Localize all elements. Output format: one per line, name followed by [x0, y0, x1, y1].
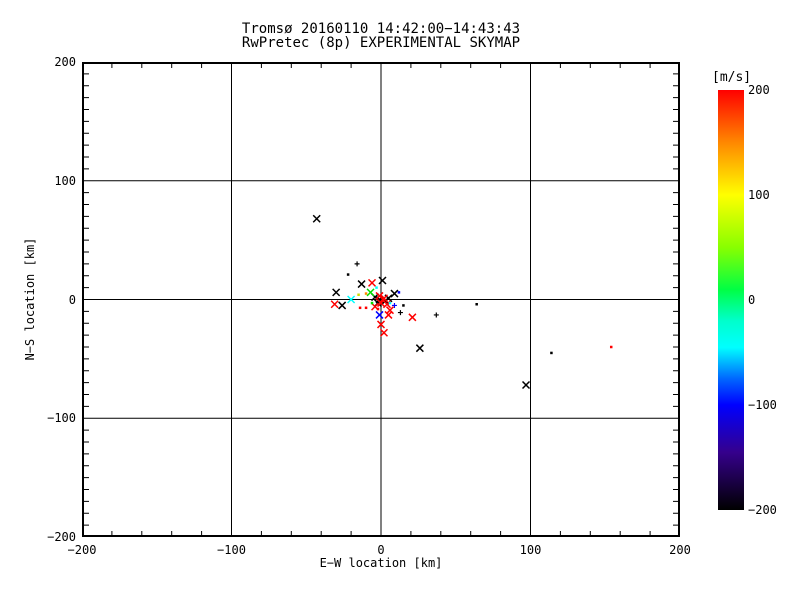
- data-point: [391, 302, 397, 308]
- chart-title: Tromsø 20160110 14:42:00−14:43:43: [241, 21, 521, 37]
- data-point: [379, 294, 389, 303]
- y-tick-label: −100: [47, 411, 76, 426]
- data-point: [378, 276, 387, 285]
- data-point: [521, 380, 531, 390]
- data-point: [347, 295, 356, 304]
- data-point: [354, 261, 360, 267]
- x-tick-label: −200: [67, 543, 97, 557]
- data-point: [364, 292, 368, 295]
- data-point: [358, 306, 362, 310]
- data-point: [332, 288, 341, 297]
- data-point: [376, 307, 380, 311]
- data-point: [367, 278, 377, 287]
- x-tick-label: 200: [669, 543, 691, 557]
- data-point: [364, 306, 368, 310]
- data-point: [376, 299, 386, 308]
- data-point: [357, 293, 360, 296]
- data-point: [550, 351, 553, 355]
- colorbar-gradient: [718, 90, 744, 510]
- colorbar-tick-label: 0: [748, 293, 756, 307]
- x-tick-label: 100: [519, 543, 542, 557]
- data-point: [397, 291, 401, 294]
- data-point: [390, 289, 399, 298]
- data-point: [375, 286, 378, 289]
- data-point: [370, 301, 374, 305]
- data-point: [397, 310, 403, 316]
- data-point: [376, 320, 386, 329]
- data-point: [312, 214, 321, 223]
- colorbar-unit-label: [m/s]: [712, 70, 752, 85]
- colorbar-tick-label: −200: [748, 503, 777, 517]
- data-point: [375, 291, 384, 300]
- data-point: [330, 300, 339, 309]
- y-axis-label: N−S location [km]: [23, 237, 37, 361]
- y-tick-label: 100: [54, 173, 76, 188]
- colorbar-tick-label: −100: [748, 398, 777, 412]
- data-point: [402, 304, 405, 307]
- y-tick-label: 200: [54, 55, 76, 69]
- data-point: [475, 303, 478, 306]
- data-point: [408, 313, 417, 322]
- data-point: [384, 310, 393, 319]
- data-point: [415, 344, 424, 353]
- data-point: [388, 301, 392, 305]
- colorbar-tick-label: 200: [748, 83, 770, 97]
- x-tick-label: 0: [377, 543, 385, 557]
- plot-border: [82, 62, 680, 537]
- data-point: [338, 301, 347, 310]
- x-axis-label: E−W location [km]: [319, 556, 443, 570]
- data-point: [385, 306, 395, 315]
- data-point: [375, 310, 384, 319]
- y-tick-label: −200: [47, 530, 76, 544]
- x-tick-label: −100: [217, 543, 246, 557]
- data-point: [433, 312, 439, 318]
- data-point: [379, 328, 389, 337]
- chart-subtitle: RwPretec (8p) EXPERIMENTAL SKYMAP: [241, 35, 521, 51]
- data-point: [366, 288, 375, 297]
- y-tick-label: 0: [68, 292, 76, 307]
- skymap-canvas: [82, 62, 680, 537]
- data-point: [357, 280, 366, 289]
- plot-frame: [82, 62, 680, 537]
- data-point: [346, 273, 350, 276]
- colorbar-tick-label: 100: [748, 188, 770, 202]
- data-point: [609, 345, 613, 349]
